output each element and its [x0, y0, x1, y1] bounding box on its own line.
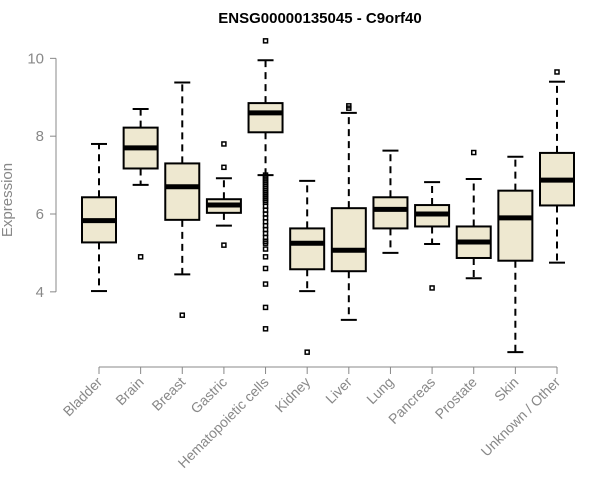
x-tick-label: Kidney	[272, 374, 314, 416]
y-tick-label: 6	[36, 206, 44, 223]
box-breast	[164, 81, 201, 318]
x-tick-label: Brain	[112, 374, 146, 408]
box-lung	[372, 149, 409, 254]
box-liver	[330, 103, 367, 321]
box-iqr	[372, 196, 409, 230]
box-hematopoietic-cells	[247, 38, 284, 332]
outlier-point	[262, 240, 269, 246]
x-tick-label: Bladder	[60, 374, 106, 420]
x-tick-label: Skin	[491, 374, 522, 405]
outlier-point	[262, 304, 269, 311]
outlier-point	[262, 254, 269, 260]
outlier-point	[262, 246, 269, 252]
y-tick-label: 10	[27, 50, 44, 67]
outlier-point	[221, 141, 227, 147]
outlier-point	[262, 281, 269, 287]
box-bladder	[81, 142, 117, 293]
box-gastric	[205, 141, 242, 248]
outlier-point	[137, 254, 144, 260]
x-tick-label: Unknown / Other	[478, 374, 564, 460]
outlier-point	[346, 103, 352, 109]
box-unknown-other	[539, 69, 575, 264]
box-prostate	[455, 149, 492, 280]
outlier-point	[221, 164, 227, 171]
x-tick-label: Liver	[322, 374, 355, 407]
box-iqr	[289, 227, 326, 271]
y-axis-label: Expression	[0, 163, 16, 237]
outlier-point	[262, 38, 269, 44]
y-axis: 4 6 8 10	[27, 50, 57, 301]
box-brain	[122, 107, 159, 260]
box-iqr	[497, 189, 534, 262]
outlier-point	[221, 242, 227, 248]
outlier-point	[262, 265, 269, 272]
outlier-point	[554, 69, 560, 75]
outlier-point	[262, 326, 269, 332]
box-pancreas	[414, 181, 451, 291]
box-iqr	[330, 207, 367, 273]
x-tick-label: Breast	[148, 374, 188, 414]
x-tick-label: Prostate	[432, 374, 480, 422]
box-iqr	[247, 102, 284, 134]
box-series	[81, 38, 575, 355]
box-kidney	[289, 179, 326, 355]
y-tick-label: 4	[36, 284, 44, 301]
box-iqr	[164, 162, 201, 221]
y-tick-label: 8	[36, 128, 44, 145]
outlier-point	[470, 149, 477, 156]
box-skin	[497, 155, 534, 354]
x-tick-label: Lung	[363, 374, 396, 407]
outlier-point	[179, 312, 186, 318]
chart-title: ENSG00000135045 - C9orf40	[218, 10, 421, 27]
outlier-point	[304, 349, 310, 355]
outlier-point	[429, 285, 435, 291]
